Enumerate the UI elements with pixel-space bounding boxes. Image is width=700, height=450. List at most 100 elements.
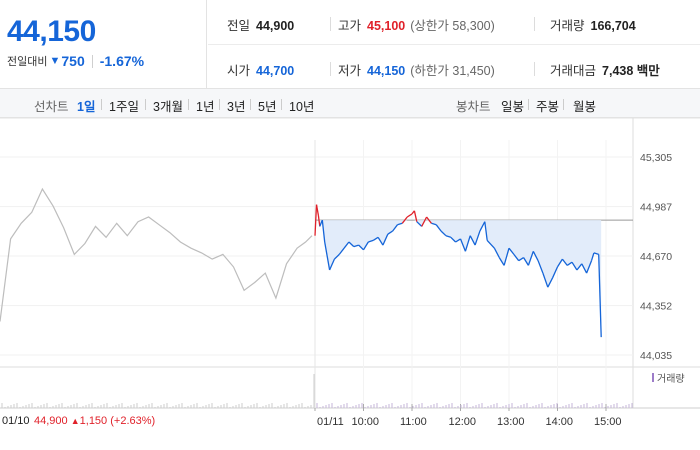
price-segment — [387, 230, 393, 235]
price-segment — [348, 241, 355, 248]
price-segment — [358, 244, 364, 251]
price-segment — [426, 216, 432, 224]
price-segment — [561, 258, 568, 266]
price-segment — [593, 252, 599, 256]
candle-weekly-tab[interactable]: 주봉 — [536, 100, 560, 114]
price-segment — [581, 263, 588, 274]
toolbar-divider — [188, 99, 189, 110]
y-tick-label: 44,987 — [640, 202, 672, 214]
price-segment — [498, 257, 505, 266]
price-segment — [474, 230, 481, 246]
toolbar-divider — [145, 99, 146, 110]
stat-value: 44,700 — [256, 64, 295, 78]
stat-divider — [330, 17, 331, 31]
y-tick-label: 44,670 — [640, 251, 672, 263]
y-tick-label: 45,305 — [640, 152, 672, 164]
price-segment — [315, 204, 320, 216]
price-segment — [542, 272, 549, 288]
stat-value: 166,704 — [590, 19, 636, 33]
stat-label: 거래대금 — [550, 64, 597, 78]
price-segment — [421, 216, 428, 227]
toolbar-divider — [101, 99, 102, 110]
price-segment — [532, 251, 539, 261]
price-segment — [343, 241, 350, 249]
price-segment — [484, 221, 488, 241]
stat-value: 44,900 — [256, 19, 295, 33]
x-tick-label: 01/11 — [317, 416, 344, 428]
price-segment — [406, 213, 413, 218]
change-label: 전일대비 — [7, 56, 48, 68]
x-tick-label: 10:00 — [352, 416, 380, 428]
price-segment — [576, 263, 583, 271]
stat-label: 전일 — [227, 19, 251, 33]
price-segment — [431, 222, 437, 226]
line-chart-label: 선차트 — [34, 100, 69, 114]
price-segment — [362, 241, 369, 251]
up-triangle-icon: ▲ — [70, 416, 80, 426]
price-segment — [450, 236, 457, 243]
toolbar-divider — [250, 99, 251, 110]
range-1w-tab[interactable]: 1주일 — [109, 100, 139, 114]
range-5y-tab[interactable]: 5년 — [258, 100, 277, 114]
stats-row-divider — [208, 44, 700, 45]
stat-label: 시가 — [227, 64, 251, 78]
x-tick-label: 13:00 — [497, 416, 525, 428]
range-3m-tab[interactable]: 3개월 — [153, 100, 183, 114]
stat-sub: (상한가 58,300) — [410, 19, 495, 33]
price-segment — [321, 220, 326, 243]
price-segment — [590, 252, 595, 261]
price-segment — [486, 239, 495, 249]
stat-volume: 거래량 166,704 — [550, 15, 636, 34]
stat-open: 시가 44,700 — [227, 60, 294, 79]
below-reference-area — [315, 220, 602, 338]
price-segment — [372, 236, 379, 241]
change-row: 전일대비 ▼ 750 -1.67% — [7, 53, 144, 69]
change-percent: -1.67% — [99, 53, 145, 69]
prev-day-change: 1,150 — [79, 415, 108, 427]
range-3y-tab[interactable]: 3년 — [227, 100, 246, 114]
prev-day-close: 44,900 — [34, 415, 68, 427]
price-segment — [455, 238, 461, 243]
price-segment — [547, 277, 554, 288]
price-segment — [416, 221, 423, 227]
stat-value: 7,438 백만 — [602, 64, 660, 78]
candle-daily-tab[interactable]: 일봉 — [501, 100, 525, 114]
price-segment — [571, 261, 578, 271]
stat-prev-close: 전일 44,900 — [227, 15, 294, 34]
price-segment — [585, 260, 593, 274]
change-divider — [91, 54, 93, 68]
price-segment — [413, 210, 418, 222]
price-segment — [552, 266, 559, 279]
range-10y-tab[interactable]: 10년 — [289, 100, 315, 114]
price-segment — [333, 253, 340, 260]
price-segment — [523, 257, 529, 266]
candle-monthly-tab[interactable]: 월봉 — [573, 100, 597, 114]
y-tick-label: 44,352 — [640, 301, 672, 313]
prev-day-change-pct: (+2.63%) — [110, 415, 156, 427]
stat-label: 저가 — [338, 64, 362, 78]
volume-legend-swatch — [652, 373, 654, 382]
x-tick-label: 14:00 — [546, 416, 574, 428]
price-segment — [440, 230, 447, 237]
price-segment — [469, 235, 476, 246]
x-tick-label: 15:00 — [594, 416, 622, 428]
range-1d-tab[interactable]: 1일 — [77, 100, 96, 114]
stat-low: 저가 44,150 (하한가 31,450) — [338, 60, 495, 79]
price-segment — [324, 241, 331, 271]
price-segment — [518, 257, 524, 262]
price-segment — [503, 248, 510, 266]
stat-value: 44,150 — [367, 64, 406, 78]
price-segment — [401, 216, 408, 224]
price-segment — [314, 204, 318, 236]
toolbar-divider — [563, 99, 564, 110]
price-segment — [397, 222, 403, 226]
stat-high: 고가 45,100 (상한가 58,300) — [338, 15, 495, 34]
stat-value: 45,100 — [367, 19, 406, 33]
candle-chart-label: 봉차트 — [456, 100, 491, 114]
range-1y-tab[interactable]: 1년 — [196, 100, 215, 114]
price-segment — [377, 236, 384, 246]
chart-toolbar: 선차트 1일 1주일 3개월 1년 3년 5년 10년 봉차트 일봉 주봉 월봉 — [0, 89, 700, 118]
price-segment — [382, 233, 389, 246]
prev-day-label: 01/10 — [2, 415, 30, 427]
